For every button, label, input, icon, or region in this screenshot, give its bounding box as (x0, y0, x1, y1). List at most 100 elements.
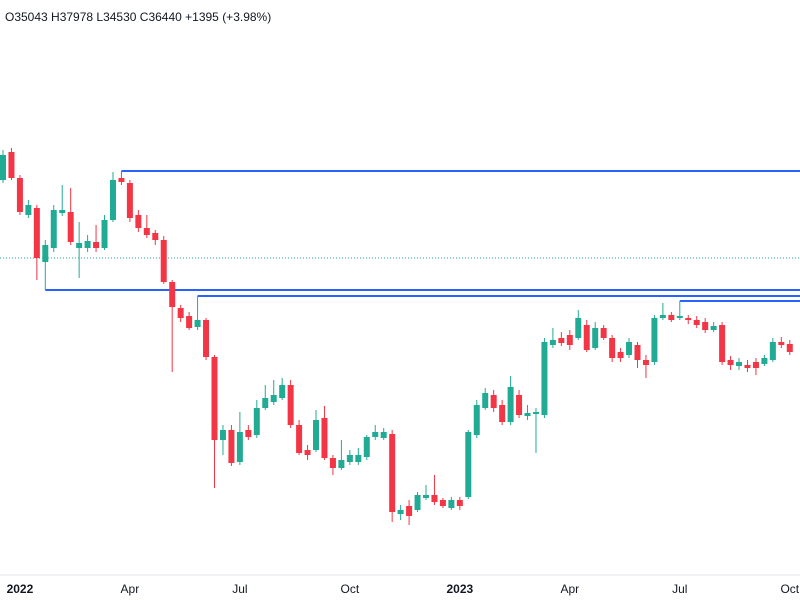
candle-body (101, 220, 108, 248)
candle-body (439, 500, 446, 506)
candle-body (617, 352, 624, 358)
candle-body (592, 328, 599, 348)
candle-body (575, 318, 582, 338)
candle-body (736, 362, 743, 366)
candle-body (566, 335, 573, 345)
candle-body (118, 178, 125, 182)
ohlc-header: O35043 H37978 L34530 C36440 +1395 (+3.98… (5, 10, 271, 24)
candle-body (702, 322, 709, 330)
candle-body (541, 342, 548, 415)
plot-area (0, 148, 800, 525)
candle-body (228, 430, 235, 463)
candle-body (253, 408, 260, 435)
x-tick-label: Apr (121, 582, 140, 596)
candle-body (786, 344, 793, 352)
candle-body (549, 340, 556, 345)
candle-body (372, 432, 379, 437)
candle-body (262, 398, 269, 408)
candle-body (490, 395, 497, 408)
candle-body (363, 437, 370, 457)
candle-body (406, 506, 413, 516)
candle-body (93, 242, 100, 248)
x-tick-label: Oct (780, 582, 799, 596)
candle-body (744, 365, 751, 368)
candle-body (448, 500, 455, 508)
candle-body (507, 387, 514, 422)
candle-body (473, 405, 480, 435)
candle-body (152, 233, 159, 240)
candle-body (84, 241, 91, 248)
x-tick-label: Apr (560, 582, 579, 596)
candle-body (42, 245, 49, 262)
candle-body (389, 434, 396, 512)
candle-body (626, 342, 633, 355)
candle-body (270, 395, 277, 402)
candle-body (668, 315, 675, 320)
candle-body (135, 215, 142, 228)
candle-body (761, 358, 768, 364)
candle-body (287, 385, 294, 425)
x-tick-label: 2022 (7, 582, 34, 596)
candle-body (8, 152, 15, 178)
candle-body (169, 282, 176, 307)
candle-body (177, 308, 184, 318)
candle-body (693, 320, 700, 325)
candle-body (355, 455, 362, 462)
x-tick-label: Jul (672, 582, 687, 596)
candle-body (279, 385, 286, 398)
candle-body (659, 315, 666, 318)
candle-body (532, 412, 539, 414)
candle-body (752, 362, 759, 368)
candle-body (583, 325, 590, 350)
candle-body (143, 228, 150, 235)
candle-body (482, 393, 489, 408)
candle-body (346, 455, 353, 462)
candle-body (211, 357, 218, 440)
candle-body (236, 432, 243, 462)
candle-body (397, 510, 404, 514)
candle-body (685, 318, 692, 320)
candle-body (710, 326, 717, 330)
candle-body (160, 240, 167, 282)
candle-body (769, 342, 776, 360)
candle-body (25, 205, 32, 215)
candle-body (423, 495, 429, 498)
candle-body (558, 338, 565, 343)
candle-body (109, 180, 116, 220)
candle-body (651, 318, 658, 362)
candle-body (329, 458, 336, 468)
candle-body (431, 495, 438, 502)
candle-body (304, 450, 311, 455)
candle-body (59, 210, 66, 213)
candle-body (296, 425, 303, 453)
candle-body (516, 395, 523, 415)
candle-body (50, 210, 57, 248)
candle-body (609, 338, 616, 358)
candle-body (219, 430, 226, 440)
candle-body (76, 243, 83, 248)
candle-body (414, 495, 421, 510)
candle-body (719, 325, 726, 362)
candle-body (727, 360, 734, 365)
candle-body (456, 500, 463, 506)
candle-body (338, 460, 345, 468)
candle-body (0, 155, 6, 180)
candle-body (313, 420, 320, 450)
candle-body (33, 208, 40, 258)
candle-body (600, 328, 607, 338)
candle-body (380, 432, 387, 438)
candle-body (126, 183, 133, 218)
x-tick-label: Oct (341, 582, 360, 596)
candle-body (642, 360, 649, 365)
candle-body (499, 405, 506, 422)
candle-body (465, 432, 472, 497)
candle-body (245, 430, 252, 437)
candle-body (16, 178, 23, 212)
candle-body (186, 316, 193, 328)
candle-body (778, 342, 785, 345)
candle-body (67, 212, 74, 242)
x-tick-label: Jul (232, 582, 247, 596)
candle-body (321, 418, 328, 458)
